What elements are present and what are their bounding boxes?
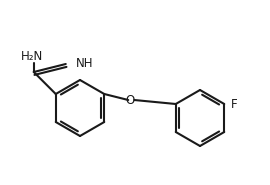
- Text: F: F: [231, 97, 238, 110]
- Text: NH: NH: [76, 56, 93, 70]
- Text: O: O: [126, 93, 135, 107]
- Text: H₂N: H₂N: [21, 50, 43, 63]
